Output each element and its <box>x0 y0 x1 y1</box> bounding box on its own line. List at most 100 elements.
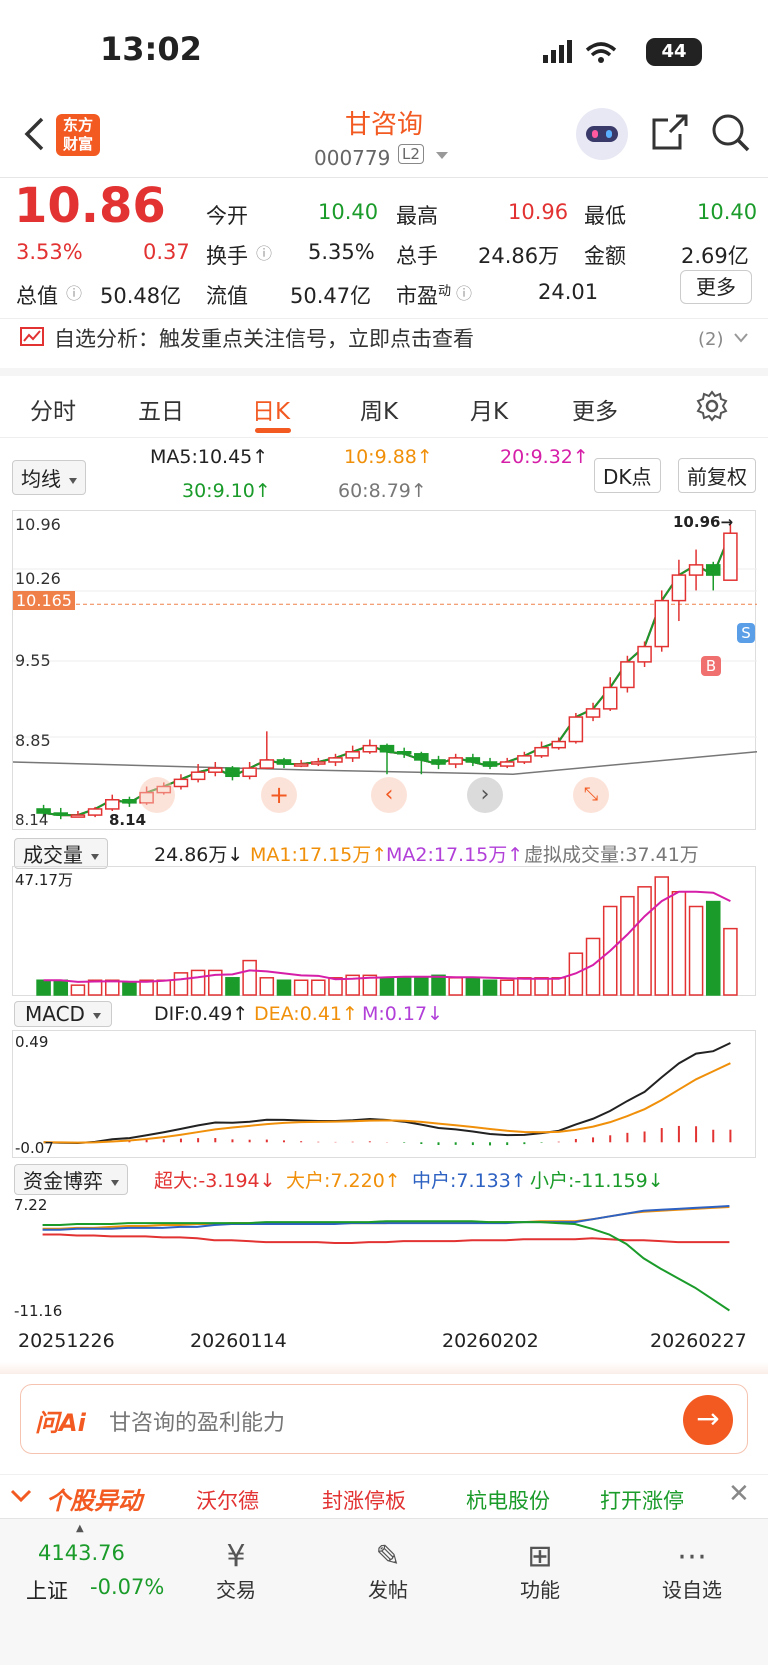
macd-m: M:0.17↓ <box>362 1003 444 1025</box>
volume-label: 总手 <box>396 244 438 268</box>
chevron-down-icon[interactable] <box>10 1489 32 1503</box>
gear-icon[interactable] <box>696 390 728 422</box>
fund-chart[interactable]: 7.22 -11.16 <box>12 1194 756 1324</box>
volume-bar <box>225 977 240 996</box>
ticker-title: 个股异动 <box>46 1487 142 1515</box>
macd-chart[interactable]: 0.49 -0.07 <box>12 1030 756 1158</box>
trade-button[interactable]: ¥ 交易 <box>176 1539 296 1603</box>
prev-button[interactable]: ‹ <box>371 777 407 813</box>
quote-panel: 10.86 3.53% 0.37 总值 ⓘ 50.48亿 今开 10.40 最高… <box>0 178 768 318</box>
buy-marker[interactable]: B <box>701 656 721 676</box>
tab-intraday[interactable]: 分时 <box>30 399 76 425</box>
volume-bar <box>293 979 309 996</box>
candle-body <box>345 751 360 759</box>
index-value[interactable]: 4143.76 <box>38 1541 125 1565</box>
volume-bar <box>190 969 206 996</box>
candle-body <box>465 757 481 763</box>
divider <box>0 1362 768 1374</box>
volume-bar <box>362 974 378 996</box>
chevron-down-icon[interactable] <box>436 152 448 160</box>
virtual-volume: 虚拟成交量:37.41万 <box>524 844 699 866</box>
candle-body <box>311 761 326 765</box>
add-watchlist-button[interactable]: ⋯ 设自选 <box>632 1539 752 1603</box>
ma30-value: 30:9.10↑ <box>182 480 271 502</box>
ai-brand: 问Ai <box>35 1409 86 1437</box>
ticker-item[interactable]: 杭电股份 <box>466 1489 550 1513</box>
close-icon[interactable]: ✕ <box>728 1479 750 1509</box>
fund-mid: 中户:7.133↑ <box>412 1170 527 1192</box>
candle-body <box>242 767 257 778</box>
volume-bar <box>345 974 360 996</box>
alert-banner[interactable]: 自选分析：触发重点关注信号，立即点击查看 (2) <box>0 318 768 376</box>
next-button[interactable]: › <box>467 777 503 813</box>
more-button[interactable]: 更多 <box>680 270 752 304</box>
volume-bar <box>705 900 721 996</box>
volume-bar <box>53 979 69 996</box>
index-name: 上证 <box>26 1579 68 1603</box>
candle-body <box>551 740 566 749</box>
volume-bar <box>637 886 652 996</box>
tab-more[interactable]: 更多 <box>572 399 618 425</box>
fund-big: 大户:7.220↑ <box>286 1170 401 1192</box>
volume-bar <box>517 977 532 996</box>
adjust-select[interactable]: 前复权 <box>678 458 756 493</box>
ticker-item[interactable]: 打开涨停 <box>600 1489 684 1513</box>
fullscreen-icon[interactable]: ⤡ <box>573 777 609 813</box>
info-icon[interactable]: ⓘ <box>66 284 83 303</box>
tab-5day[interactable]: 五日 <box>138 399 184 425</box>
candle-body <box>705 564 721 576</box>
stock-name: 甘咨询 <box>344 110 423 140</box>
indicator-select-fund[interactable]: 资金博弈 <box>14 1164 128 1195</box>
tab-monthly[interactable]: 月K <box>470 399 509 425</box>
info-icon[interactable]: ⓘ <box>256 244 273 263</box>
candle-body <box>36 808 51 814</box>
ai-question-input[interactable]: 问Ai 甘咨询的盈利能力 → <box>20 1384 748 1454</box>
ticker-item[interactable]: 封涨停板 <box>322 1489 406 1513</box>
candle-body <box>225 767 240 778</box>
chart-alert-icon <box>20 327 44 346</box>
turnover-value: 5.35% <box>308 240 375 264</box>
axis-tick: 9.55 <box>15 651 51 670</box>
volume-bar <box>671 891 687 996</box>
nav-left-fast-button[interactable] <box>139 777 175 813</box>
fund-line-3 <box>42 1220 730 1312</box>
info-icon[interactable]: ⓘ <box>456 284 473 303</box>
ai-placeholder: 甘咨询的盈利能力 <box>109 1411 286 1436</box>
search-icon[interactable] <box>710 112 752 154</box>
level2-badge[interactable]: L2 <box>398 144 424 164</box>
amount-label: 金额 <box>584 244 626 268</box>
index-change: -0.07% <box>90 1575 165 1599</box>
candle-body <box>671 574 687 602</box>
volume-chart[interactable]: 47.17万 <box>12 866 756 996</box>
macd-dif: DIF:0.49↑ <box>154 1003 249 1025</box>
tab-daily[interactable]: 日K <box>252 399 291 425</box>
kline-chart[interactable]: 10.96 10.26 10.165 9.55 8.85 8.14 8.14 1… <box>12 510 757 830</box>
volume-bar <box>379 977 395 996</box>
volume-bar <box>431 974 446 996</box>
bottom-toolbar: ▲ 4143.76 上证 -0.07% ¥ 交易 ✎ 发帖 ⊞ 功能 ⋯ 设自选 <box>0 1518 768 1665</box>
ma5-value: MA5:10.45↑ <box>150 446 269 468</box>
ai-avatar-icon[interactable] <box>576 108 628 160</box>
alert-text: 自选分析：触发重点关注信号，立即点击查看 <box>54 327 474 351</box>
tab-weekly[interactable]: 周K <box>360 399 399 425</box>
candle-body <box>499 761 515 767</box>
ma10-value: 10:9.88↑ <box>344 446 433 468</box>
volume-bar <box>311 979 326 996</box>
high-value: 10.96 <box>508 200 569 224</box>
volume-bar <box>688 905 704 996</box>
back-icon[interactable] <box>22 116 48 152</box>
share-icon[interactable] <box>650 112 690 152</box>
sell-marker[interactable]: S <box>737 623 755 643</box>
indicator-select-ma[interactable]: 均线 <box>12 460 86 495</box>
zoom-in-button[interactable]: + <box>261 777 297 813</box>
post-button[interactable]: ✎ 发帖 <box>328 1539 448 1603</box>
arrow-right-icon[interactable]: → <box>683 1395 733 1445</box>
caret-up-icon: ▲ <box>76 1523 84 1534</box>
indicator-select-macd[interactable]: MACD <box>14 1001 112 1027</box>
indicator-select-volume[interactable]: 成交量 <box>14 838 108 869</box>
ma20-value: 20:9.32↑ <box>500 446 589 468</box>
ticker-item[interactable]: 沃尔德 <box>196 1489 259 1513</box>
candle-body <box>208 767 223 773</box>
dk-points-button[interactable]: DK点 <box>594 458 661 493</box>
functions-button[interactable]: ⊞ 功能 <box>480 1539 600 1603</box>
